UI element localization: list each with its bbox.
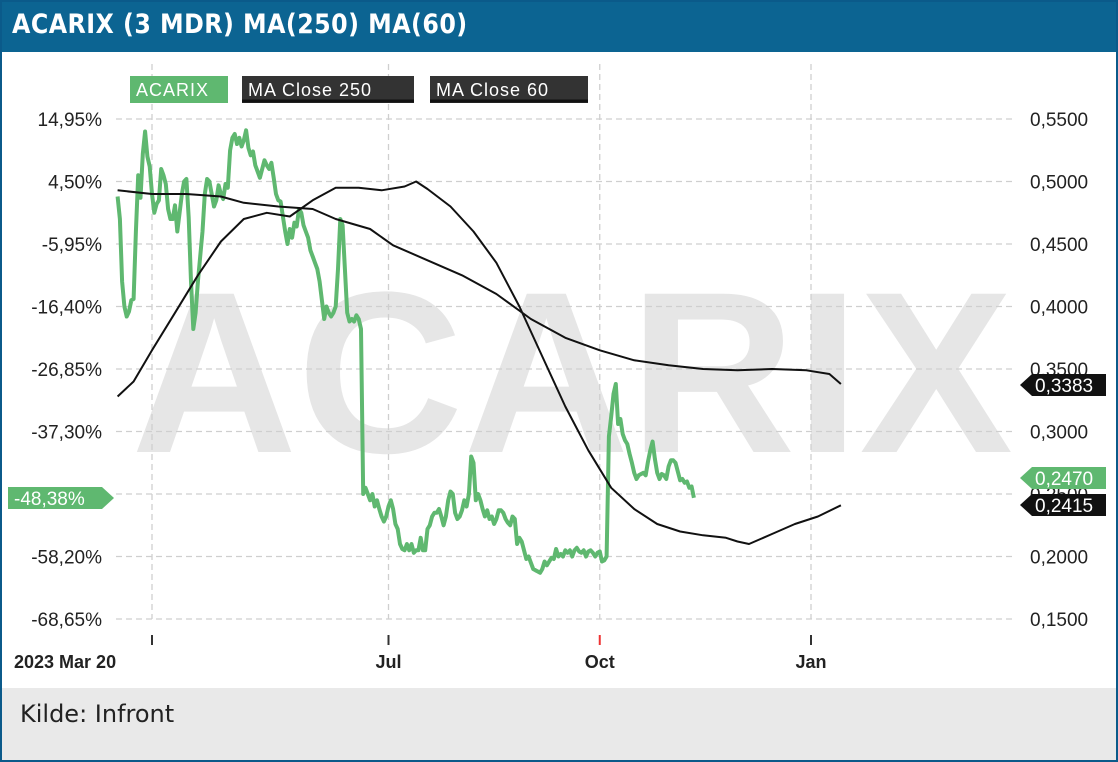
left-tick-label: -26,85% — [31, 360, 102, 381]
legend-swatch — [242, 76, 414, 103]
left-tick-label: -5,95% — [42, 235, 102, 256]
badge-label: 0,2470 — [1035, 469, 1093, 490]
badge-label: -48,38% — [14, 489, 85, 510]
badge-shape — [1020, 467, 1106, 489]
title-bar: ACARIX (3 MDR) MA(250) MA(60) — [2, 2, 1116, 52]
watermark: ACARIX — [131, 244, 1013, 501]
legend-swatch — [430, 76, 588, 103]
badge-label: 0,3383 — [1035, 376, 1093, 397]
right-tick-label: 0,5000 — [1030, 173, 1088, 194]
series-ma250 — [117, 189, 842, 385]
pct-change-badge: -48,38% — [8, 487, 114, 510]
legend: ACARIX MA Close 250 MA Close 60 — [130, 76, 588, 103]
left-tick-label: 4,50% — [48, 173, 102, 194]
right-tick-label: 0,1500 — [1030, 610, 1088, 631]
left-tick-label: -16,40% — [31, 298, 102, 319]
badge-shape — [1020, 374, 1106, 396]
last-price-badge: 0,2470 — [1020, 467, 1106, 490]
chart-title: ACARIX (3 MDR) MA(250) MA(60) — [12, 9, 468, 40]
series-acarix — [115, 128, 696, 575]
ma60-badge: 0,2415 — [1020, 494, 1106, 517]
axes: 14,95% 0,5500 4,50% 0,5000 -5,95% 0,4500 -16,4… — [14, 110, 1088, 672]
left-tick-label: -37,30% — [31, 423, 102, 444]
legend-label: MA Close 60 — [436, 80, 549, 100]
grid-lines — [116, 64, 1014, 620]
badge-shape — [1020, 494, 1106, 516]
x-tick-label: Jul — [375, 652, 401, 672]
left-tick-label: 14,95% — [38, 110, 103, 131]
value-badges: -48,38% 0,3383 0,2470 0,2415 — [8, 374, 1106, 517]
series-ma60 — [116, 180, 842, 545]
ma250-badge: 0,3383 — [1020, 374, 1106, 397]
footer: Kilde: Infront — [2, 688, 1116, 760]
right-tick-label: 0,4500 — [1030, 235, 1088, 256]
right-tick-label: 0,2000 — [1030, 548, 1088, 569]
legend-label: MA Close 250 — [248, 80, 372, 100]
legend-label: ACARIX — [136, 80, 209, 100]
source-label: Kilde: Infront — [20, 700, 175, 728]
legend-swatch — [130, 76, 228, 103]
right-tick-label: 0,4000 — [1030, 298, 1088, 319]
left-tick-label: -58,20% — [31, 548, 102, 569]
right-tick-label: 0,3000 — [1030, 423, 1088, 444]
chart-canvas: ACARIX 14,95% 0,5500 4,50% 0,5000 -5,95% 0,45… — [8, 64, 1106, 672]
x-tick-label: Jan — [795, 652, 826, 672]
x-tick-label: 2023 Mar 20 — [14, 652, 116, 672]
badge-label: 0,2415 — [1035, 496, 1093, 517]
right-tick-label: 0,5500 — [1030, 110, 1088, 131]
badge-shape — [8, 487, 114, 509]
left-tick-label: -68,65% — [31, 610, 102, 631]
series-lines — [115, 128, 842, 575]
x-tick-label: Oct — [585, 652, 615, 672]
